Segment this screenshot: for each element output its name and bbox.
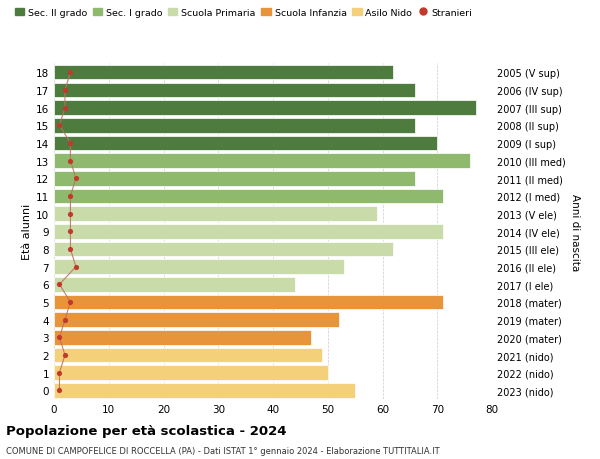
Point (55, 281, 64, 288)
Bar (54, 330, 311, 345)
Bar (54, 207, 377, 221)
Text: COMUNE DI CAMPOFELICE DI ROCCELLA (PA) - Dati ISTAT 1° gennaio 2024 - Elaborazio: COMUNE DI CAMPOFELICE DI ROCCELLA (PA) -… (6, 446, 440, 455)
Y-axis label: Età alunni: Età alunni (22, 204, 32, 260)
Point (55, 387, 64, 394)
Point (65, 228, 75, 235)
Point (60, 87, 70, 95)
Bar (54, 242, 394, 257)
Point (65, 193, 75, 200)
Bar (54, 136, 437, 151)
Point (55, 369, 64, 376)
Point (60, 105, 70, 112)
Bar (54, 278, 295, 292)
Bar (54, 172, 415, 186)
Point (60, 352, 70, 359)
Point (65, 69, 75, 77)
Bar (54, 84, 415, 98)
Legend: Sec. II grado, Sec. I grado, Scuola Primaria, Scuola Infanzia, Asilo Nido, Stran: Sec. II grado, Sec. I grado, Scuola Prim… (11, 5, 476, 22)
Point (71, 263, 81, 271)
Bar (54, 224, 443, 239)
Point (65, 299, 75, 306)
Text: Popolazione per età scolastica - 2024: Popolazione per età scolastica - 2024 (6, 425, 287, 437)
Point (55, 334, 64, 341)
Bar (54, 66, 394, 80)
Point (65, 157, 75, 165)
Y-axis label: Anni di nascita: Anni di nascita (569, 193, 580, 270)
Point (55, 122, 64, 129)
Point (65, 140, 75, 147)
Point (60, 316, 70, 324)
Bar (54, 189, 443, 204)
Bar (54, 260, 344, 274)
Bar (54, 295, 443, 309)
Bar (54, 348, 322, 363)
Point (65, 211, 75, 218)
Point (71, 175, 81, 183)
Bar (54, 313, 338, 327)
Bar (54, 366, 328, 380)
Point (65, 246, 75, 253)
Bar (54, 101, 476, 116)
Bar (54, 154, 470, 168)
Bar (54, 383, 355, 398)
Bar (54, 119, 415, 133)
